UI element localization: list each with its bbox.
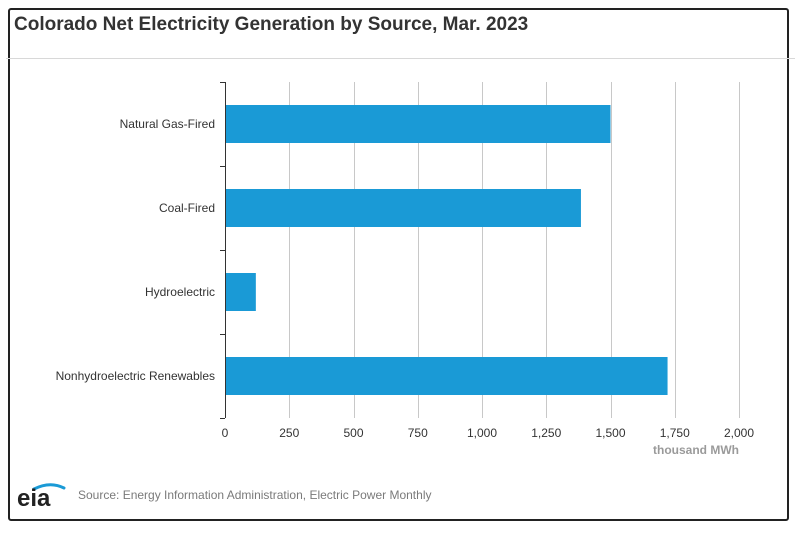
x-tick-label: 750 (408, 426, 428, 440)
x-tick-label: 500 (343, 426, 363, 440)
category-label: Coal-Fired (159, 201, 215, 215)
source-note: Source: Energy Information Administratio… (78, 488, 432, 502)
category-label: Natural Gas-Fired (120, 117, 215, 131)
logo-arc-icon (32, 483, 66, 491)
x-tick-label: 2,000 (724, 426, 754, 440)
logo-text: eia (17, 485, 51, 510)
bar (226, 273, 256, 311)
footer: eia Source: Energy Information Administr… (14, 480, 432, 512)
x-tick-label: 1,250 (531, 426, 561, 440)
x-axis-label: thousand MWh (653, 443, 739, 457)
category-label: Nonhydroelectric Renewables (56, 369, 215, 383)
x-tick-label: 250 (279, 426, 299, 440)
title-divider (6, 58, 795, 59)
eia-logo: eia (14, 480, 68, 512)
bar (226, 357, 668, 395)
x-tick-label: 1,500 (595, 426, 625, 440)
bar (226, 105, 611, 143)
x-tick-label: 1,000 (467, 426, 497, 440)
x-tick-label: 1,750 (660, 426, 690, 440)
chart-title: Colorado Net Electricity Generation by S… (14, 14, 529, 35)
bar (226, 189, 581, 227)
x-tick-label: 0 (222, 426, 229, 440)
chart-frame (8, 8, 789, 521)
category-label: Hydroelectric (145, 285, 215, 299)
